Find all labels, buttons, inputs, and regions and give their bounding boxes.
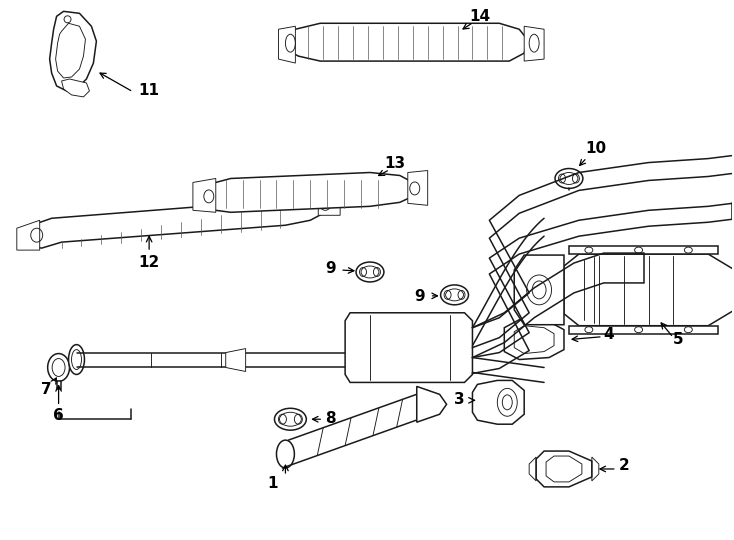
Polygon shape	[408, 171, 428, 205]
Text: 9: 9	[325, 260, 335, 275]
Ellipse shape	[48, 354, 70, 381]
Text: 6: 6	[54, 408, 64, 423]
Polygon shape	[50, 11, 96, 91]
Polygon shape	[569, 246, 718, 254]
Text: 11: 11	[139, 83, 159, 98]
Ellipse shape	[356, 262, 384, 282]
Polygon shape	[569, 326, 718, 334]
Polygon shape	[193, 179, 216, 212]
Polygon shape	[22, 195, 330, 248]
Polygon shape	[57, 381, 61, 389]
Text: 2: 2	[618, 458, 629, 474]
Polygon shape	[515, 255, 564, 325]
Text: 12: 12	[139, 254, 160, 269]
Polygon shape	[319, 191, 340, 215]
Text: 5: 5	[673, 332, 683, 347]
Polygon shape	[473, 380, 524, 424]
Polygon shape	[286, 23, 527, 61]
Polygon shape	[226, 349, 246, 372]
Polygon shape	[278, 26, 295, 63]
Polygon shape	[524, 26, 544, 61]
Text: 7: 7	[41, 382, 52, 397]
Polygon shape	[201, 172, 415, 212]
Ellipse shape	[275, 408, 306, 430]
Ellipse shape	[440, 285, 468, 305]
Polygon shape	[345, 313, 473, 382]
Text: 3: 3	[454, 392, 465, 407]
Ellipse shape	[68, 345, 84, 374]
Polygon shape	[417, 387, 446, 422]
Polygon shape	[17, 220, 40, 250]
Text: 10: 10	[585, 141, 606, 156]
Polygon shape	[56, 23, 85, 78]
Ellipse shape	[277, 440, 294, 468]
Text: 14: 14	[469, 9, 490, 24]
Text: 4: 4	[603, 327, 614, 342]
Text: 8: 8	[325, 411, 335, 426]
Text: 1: 1	[267, 476, 277, 491]
Polygon shape	[62, 79, 90, 97]
Ellipse shape	[555, 168, 583, 188]
Polygon shape	[504, 320, 564, 360]
Polygon shape	[564, 254, 734, 326]
Polygon shape	[536, 451, 592, 487]
Text: 13: 13	[385, 156, 405, 171]
Text: 9: 9	[415, 289, 425, 305]
